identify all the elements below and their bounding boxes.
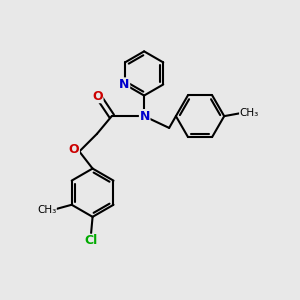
Text: O: O: [69, 143, 79, 157]
Text: CH₃: CH₃: [37, 205, 56, 215]
Text: N: N: [119, 78, 130, 91]
Text: O: O: [92, 90, 103, 103]
Text: Cl: Cl: [85, 235, 98, 248]
Text: N: N: [140, 110, 150, 123]
Text: CH₃: CH₃: [240, 108, 259, 118]
